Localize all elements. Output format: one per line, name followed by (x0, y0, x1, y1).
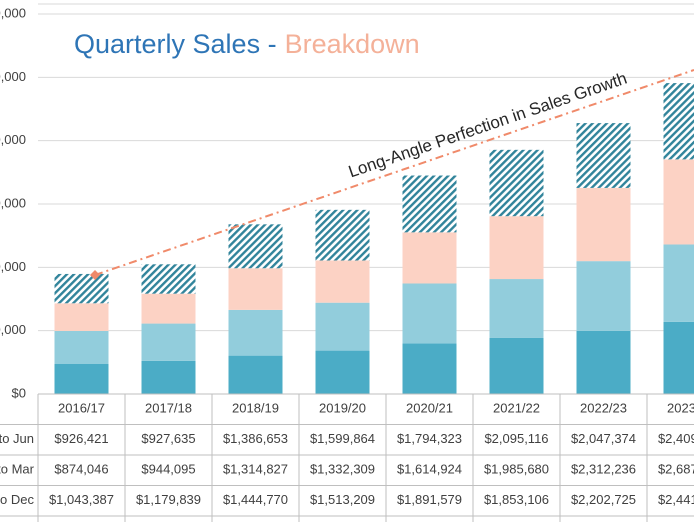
x-tick-label: 2018/19 (232, 401, 279, 416)
table-value: $1,386,653 (223, 431, 288, 446)
y-tick-label: $2,000,000 (0, 322, 26, 337)
x-tick-label: 2023/24 (667, 401, 694, 416)
bar-segment (489, 216, 544, 280)
x-tick-label: 2017/18 (145, 401, 192, 416)
bar-segment (663, 244, 694, 322)
bar-segment (576, 261, 631, 331)
arrow-head (90, 270, 100, 280)
table-value: $2,687,000 (658, 462, 694, 477)
bar-segment (315, 260, 370, 303)
x-tick-label: 2022/23 (580, 401, 627, 416)
table-value: $2,202,725 (571, 492, 636, 507)
bar-segment (228, 309, 283, 356)
y-tick-label: $10,000,000 (0, 69, 26, 84)
bar-segment (228, 268, 283, 310)
table-value: $2,409,000 (658, 431, 694, 446)
bar-segment (141, 360, 196, 394)
table-value: $1,314,827 (223, 462, 288, 477)
table-value: $1,794,323 (397, 431, 462, 446)
bar-segment (576, 330, 631, 394)
bar-segment (315, 350, 370, 394)
legend-label: Oct to Dec (0, 492, 34, 507)
table-value: $2,047,374 (571, 431, 636, 446)
table-value: $1,332,309 (310, 462, 375, 477)
bar-segment (663, 159, 694, 245)
data-table: 2016/17 2017/18 2018/19 2019/20 2020/21 2021/… (0, 393, 694, 522)
bar-segment (489, 279, 544, 338)
table-value: $1,985,680 (484, 462, 549, 477)
bar-segment (663, 83, 694, 160)
legend-label: Apr to Jun (0, 431, 34, 446)
bar-segment (228, 355, 283, 394)
bar-segment (402, 283, 457, 344)
bar-segment (489, 337, 544, 394)
table-value: $874,046 (54, 462, 108, 477)
table-value: $2,441,000 (658, 492, 694, 507)
table-value: $2,095,116 (484, 431, 548, 446)
table-value: $1,853,106 (484, 492, 549, 507)
bar-segment (576, 187, 631, 262)
bar-segment (663, 321, 694, 394)
title-highlight: Breakdown (285, 29, 420, 59)
bar-segment (402, 232, 457, 284)
bar-segment (54, 330, 109, 364)
legend-label: Jan to Mar (0, 462, 35, 477)
table-value: $926,421 (54, 431, 108, 446)
table-value: $1,179,839 (136, 492, 201, 507)
table-value: $1,513,209 (310, 492, 375, 507)
x-tick-label: 2020/21 (406, 401, 453, 416)
bar-segment (141, 293, 196, 324)
y-tick-label: $6,000,000 (0, 195, 26, 210)
table-value: $1,444,770 (223, 492, 288, 507)
x-tick-label: 2016/17 (58, 401, 105, 416)
title: Quarterly Sales - (74, 29, 277, 59)
table-value: $944,095 (141, 462, 195, 477)
bar-segment (489, 149, 544, 217)
table-value: $1,891,579 (397, 492, 462, 507)
bar-segment (228, 224, 283, 269)
bar-segment (141, 264, 196, 294)
table-value: $2,312,236 (571, 462, 636, 477)
bar-segment (54, 363, 109, 394)
bar-segment (315, 209, 370, 261)
y-tick-label: $4,000,000 (0, 259, 26, 274)
annotation-arrow (94, 69, 694, 276)
bar-segment (402, 175, 457, 233)
y-tick-label: $8,000,000 (0, 132, 26, 147)
bar-segment (54, 273, 109, 304)
bar-segment (315, 302, 370, 351)
bar-segment (402, 343, 457, 394)
x-tick-label: 2021/22 (493, 401, 540, 416)
bar-segment (576, 123, 631, 188)
table-value: $1,614,924 (397, 462, 462, 477)
y-tick-label: $0 (12, 385, 26, 400)
y-tick-label: $12,000,000 (0, 5, 26, 20)
table-value: $1,599,864 (310, 431, 375, 446)
bar-segment (54, 303, 109, 331)
table-value: $1,043,387 (49, 492, 114, 507)
bar-segment (141, 323, 196, 361)
chart-title: Quarterly Sales - Breakdown (74, 29, 420, 59)
bars (54, 83, 694, 394)
table-value: $927,635 (141, 431, 195, 446)
x-tick-label: 2019/20 (319, 401, 366, 416)
